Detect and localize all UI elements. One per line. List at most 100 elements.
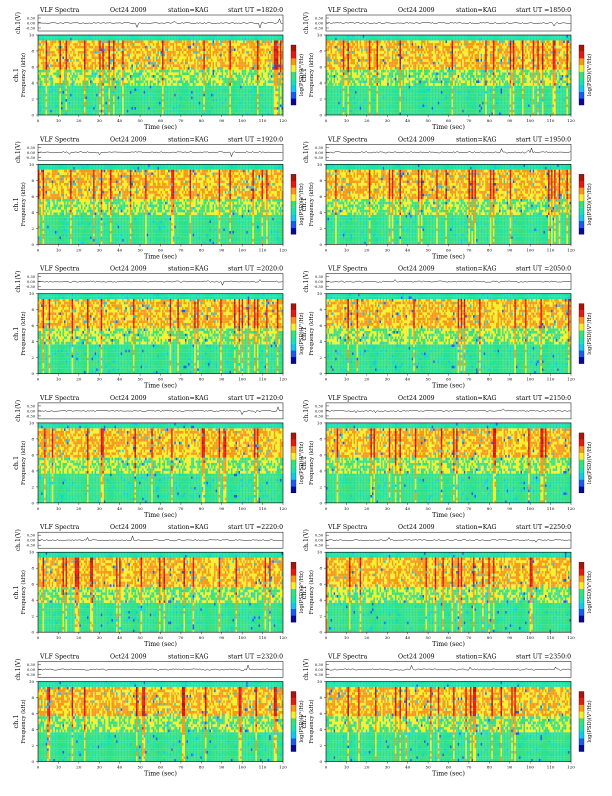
spectrogram-cell xyxy=(49,78,51,81)
spectrogram-cell xyxy=(56,104,58,107)
panel-date: Oct24 2009 xyxy=(110,7,147,14)
spectrogram-cell xyxy=(46,72,48,75)
spectrogram-cell xyxy=(61,80,63,83)
spectrogram-cell xyxy=(43,102,45,105)
spectrogram-cell xyxy=(66,38,68,41)
spectrogram-cell xyxy=(73,104,75,107)
spectrogram-cell xyxy=(44,107,46,110)
spectrogram-cell xyxy=(55,78,57,81)
spectrogram-cell xyxy=(53,107,55,110)
spectrogram-cell xyxy=(75,94,77,97)
spectrogram-cell xyxy=(70,83,72,86)
spectrogram-cell xyxy=(50,48,52,51)
spectrogram-cell xyxy=(43,88,45,91)
spectrogram-cell xyxy=(63,59,65,62)
spectrogram-cell xyxy=(66,46,68,49)
spectrogram-cell xyxy=(64,38,66,41)
spectrogram-cell xyxy=(72,43,74,46)
spectrogram-cell xyxy=(58,48,60,51)
spectrogram-cell xyxy=(64,46,66,49)
spectrogram-cell xyxy=(58,110,60,113)
spectrogram-cell xyxy=(49,56,51,59)
spectrogram-cell xyxy=(55,67,57,70)
spectrogram-cell xyxy=(52,62,54,65)
spectrogram-cell xyxy=(52,96,54,99)
spectrogram-cell xyxy=(40,83,42,86)
spectrogram-cell xyxy=(47,43,49,46)
spectrogram-cell xyxy=(67,104,69,107)
spectrogram-cell xyxy=(61,99,63,102)
spectrogram-cell xyxy=(70,62,72,65)
spectrogram-cell xyxy=(59,48,61,51)
spectrogram-cell xyxy=(56,110,58,113)
spectrogram-cell xyxy=(41,43,43,46)
spectrogram-cell xyxy=(53,83,55,86)
spectrogram-cell xyxy=(55,94,57,97)
spectrogram-cell xyxy=(73,59,75,62)
spectrogram-cell xyxy=(47,112,49,115)
spectrogram-cell xyxy=(52,72,54,75)
spectrogram-cell xyxy=(40,59,42,62)
spectrogram-cell xyxy=(69,88,71,91)
spectrogram-cell xyxy=(41,72,43,75)
spectrogram-cell xyxy=(46,78,48,81)
spectrogram-cell xyxy=(53,110,55,113)
spectrogram-cell xyxy=(66,54,68,57)
spectrogram-cell xyxy=(64,51,66,54)
spectrogram-cell xyxy=(41,96,43,99)
spectrogram-cell xyxy=(52,102,54,105)
spectrogram-cell xyxy=(58,67,60,70)
spectrogram-cell xyxy=(58,83,60,86)
spectrogram-cell xyxy=(58,78,60,81)
spectrogram-cell xyxy=(66,112,68,115)
spectrogram-cell xyxy=(52,64,54,67)
spectrogram-cell xyxy=(73,48,75,51)
spectrogram-cell xyxy=(72,83,74,86)
spectrogram-cell xyxy=(73,38,75,41)
spectrogram-cell xyxy=(67,38,69,41)
spectrogram-cell xyxy=(46,94,48,97)
spectrogram-cell xyxy=(67,54,69,57)
spectrogram-cell xyxy=(58,86,60,89)
spectrogram-cell xyxy=(52,48,54,51)
spectrogram-cell xyxy=(69,56,71,59)
spectrogram-cell xyxy=(41,112,43,115)
spectrogram-cell xyxy=(69,40,71,43)
spectrogram-cell xyxy=(67,78,69,81)
spectrogram-cell xyxy=(59,43,61,46)
spectrogram-cell xyxy=(69,64,71,67)
spectrogram-cell xyxy=(40,78,42,81)
spectrogram-cell xyxy=(59,72,61,75)
spectrogram-cell xyxy=(64,86,66,89)
spectrogram-cell xyxy=(58,64,60,67)
spectrogram-cell xyxy=(59,110,61,113)
spectrogram-cell xyxy=(67,35,69,38)
spectrogram-cell xyxy=(58,80,60,83)
spectrogram-cell xyxy=(50,67,52,70)
spectrogram-cell xyxy=(53,59,55,62)
spectrogram-cell xyxy=(56,46,58,49)
spectrogram-cell xyxy=(69,46,71,49)
spectrogram-cell xyxy=(43,91,45,94)
spectrogram-cell xyxy=(40,91,42,94)
spectrogram-cell xyxy=(67,56,69,59)
spectrogram-cell xyxy=(52,94,54,97)
spectrogram-cell xyxy=(55,70,57,73)
spectrogram-cell xyxy=(46,86,48,89)
spectrogram-cell xyxy=(72,62,74,65)
spectrogram-cell xyxy=(40,94,42,97)
spectrogram-cell xyxy=(69,72,71,75)
spectrogram-cell xyxy=(63,94,65,97)
spectrogram-cell xyxy=(64,83,66,86)
spectrogram-cell xyxy=(46,96,48,99)
spectrogram-cell xyxy=(72,59,74,62)
spectrogram-cell xyxy=(67,99,69,102)
spectrogram-cell xyxy=(70,59,72,62)
spectrogram-cell xyxy=(43,43,45,46)
spectrogram-cell xyxy=(49,72,51,75)
spectrogram-cell xyxy=(46,43,48,46)
spectrogram-cell xyxy=(63,86,65,89)
spectrogram-cell xyxy=(56,59,58,62)
spectrogram-cell xyxy=(63,99,65,102)
spectrogram-cell xyxy=(64,80,66,83)
